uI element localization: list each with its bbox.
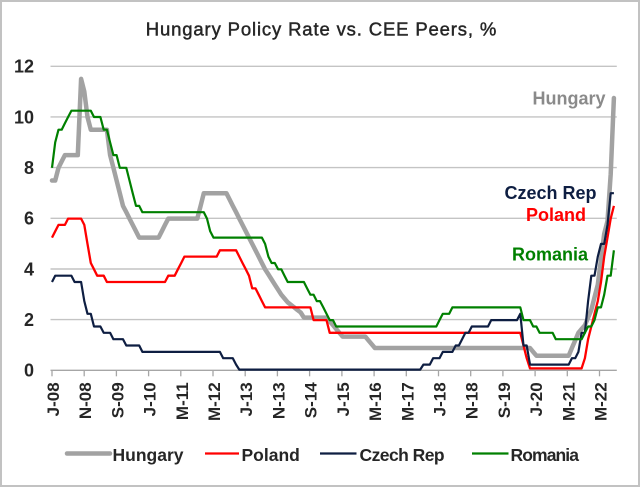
svg-text:N-08: N-08 [76, 382, 95, 419]
svg-text:12: 12 [14, 57, 34, 77]
svg-text:M-21: M-21 [559, 382, 578, 421]
svg-text:Hungary: Hungary [113, 445, 184, 465]
svg-text:2: 2 [24, 310, 34, 330]
svg-text:J-08: J-08 [44, 382, 63, 416]
svg-text:M-16: M-16 [366, 382, 385, 421]
svg-text:Hungary Policy Rate vs. CEE Pe: Hungary Policy Rate vs. CEE Peers, % [146, 19, 497, 40]
svg-text:6: 6 [24, 209, 34, 229]
svg-text:Czech Rep: Czech Rep [504, 183, 596, 203]
svg-text:J-15: J-15 [334, 382, 353, 416]
svg-text:J-20: J-20 [527, 382, 546, 416]
svg-text:N-18: N-18 [463, 382, 482, 419]
svg-text:Romania: Romania [511, 445, 580, 465]
svg-text:S-14: S-14 [302, 382, 321, 418]
svg-text:M-22: M-22 [592, 382, 611, 421]
svg-text:M-17: M-17 [398, 382, 417, 421]
svg-text:M-11: M-11 [173, 382, 192, 420]
svg-text:Poland: Poland [526, 205, 586, 225]
svg-text:S-19: S-19 [495, 382, 514, 418]
svg-text:J-13: J-13 [237, 382, 256, 416]
svg-text:0: 0 [24, 361, 34, 381]
svg-text:Poland: Poland [242, 445, 300, 465]
svg-text:Romania: Romania [512, 245, 589, 265]
svg-text:4: 4 [24, 259, 34, 279]
svg-text:8: 8 [24, 158, 34, 178]
svg-text:J-10: J-10 [141, 382, 160, 416]
svg-text:M-12: M-12 [205, 382, 224, 421]
svg-text:J-18: J-18 [431, 382, 450, 416]
svg-text:S-09: S-09 [108, 382, 127, 418]
svg-text:N-13: N-13 [269, 382, 288, 419]
svg-text:Hungary: Hungary [532, 89, 605, 109]
svg-text:Czech Rep: Czech Rep [360, 445, 445, 465]
svg-text:10: 10 [14, 107, 34, 127]
